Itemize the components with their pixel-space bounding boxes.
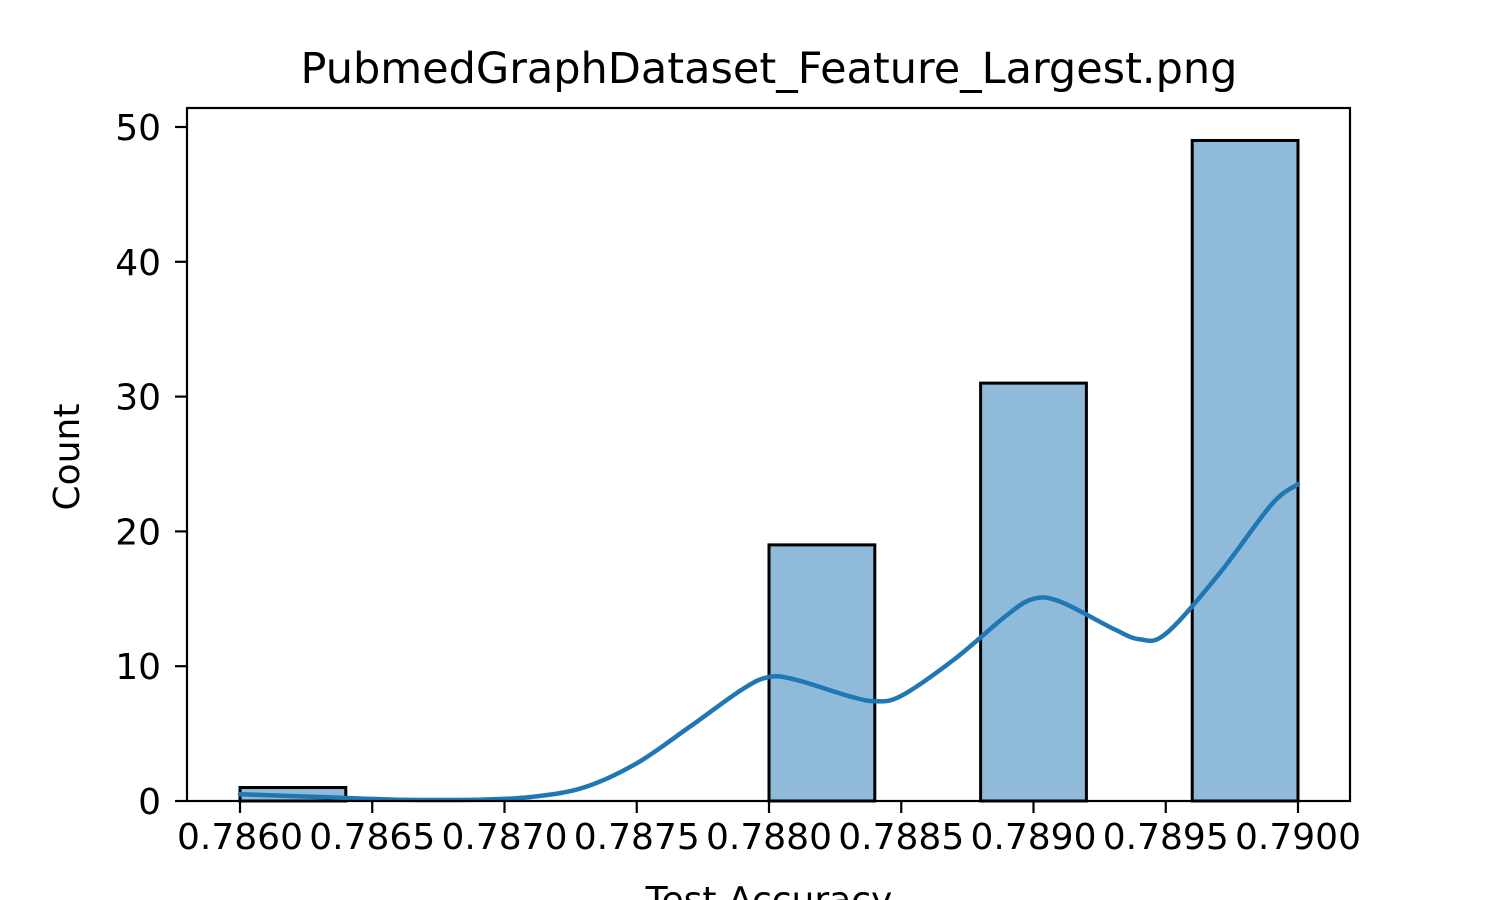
y-tick-label: 40 xyxy=(115,243,161,284)
x-tick-label: 0.7885 xyxy=(838,817,964,858)
histogram-bar xyxy=(767,543,877,803)
kde-line xyxy=(237,481,1301,803)
x-tick-label: 0.7890 xyxy=(971,817,1097,858)
y-tick-label: 10 xyxy=(115,647,161,688)
histogram-bar xyxy=(1190,138,1300,803)
x-axis-ticks: 0.7860 0.7865 0.7870 0.7875 0.7880 0.7885 0.78… xyxy=(177,801,1361,858)
y-tick-label: 50 xyxy=(115,108,161,149)
y-axis-label: Count xyxy=(47,404,88,511)
y-tick-label: 20 xyxy=(115,512,161,553)
x-tick-label: 0.7895 xyxy=(1103,817,1229,858)
y-tick-label: 0 xyxy=(138,782,161,823)
x-tick-label: 0.7870 xyxy=(442,817,568,858)
x-tick-label: 0.7865 xyxy=(309,817,435,858)
histogram-bar xyxy=(979,381,1088,803)
x-tick-label: 0.7860 xyxy=(177,817,303,858)
x-axis-label: Test Accuracy xyxy=(645,880,893,900)
bars-group xyxy=(238,138,1300,803)
y-axis-ticks: 0 10 20 30 40 50 xyxy=(115,108,187,823)
kde-group xyxy=(237,481,1301,803)
x-tick-label: 0.7900 xyxy=(1235,817,1361,858)
x-tick-label: 0.7875 xyxy=(574,817,700,858)
chart-title: PubmedGraphDataset_Feature_Largest.png xyxy=(301,44,1238,94)
x-tick-label: 0.7880 xyxy=(706,817,832,858)
y-tick-label: 30 xyxy=(115,378,161,419)
